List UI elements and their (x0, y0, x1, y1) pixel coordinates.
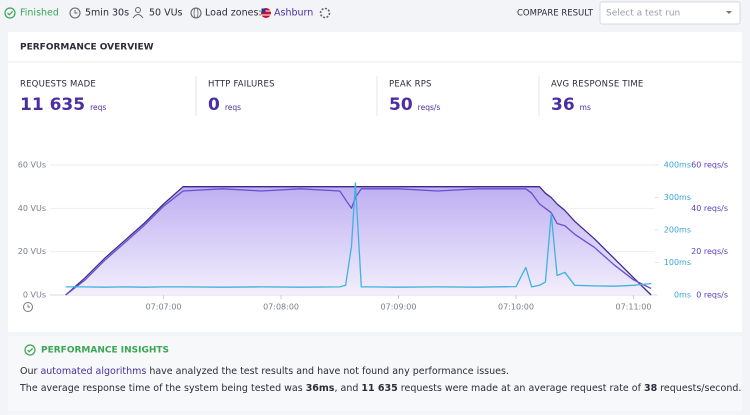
status-icon (4, 7, 16, 19)
insights-line: The average response time of the system … (19, 383, 741, 394)
metric-label: REQUESTS MADE (20, 80, 96, 90)
insights-check (27, 347, 34, 353)
text: 38 (644, 383, 658, 394)
globe-meridian (193, 7, 199, 19)
vus-icon (135, 7, 141, 13)
text: The average response time of the system … (19, 383, 306, 394)
insights-icon (24, 344, 36, 356)
y2-tick-label: 0ms (674, 291, 691, 300)
text: 11 635 (361, 383, 397, 394)
y-tick-label: 20 VUs (18, 247, 46, 256)
compare-label: COMPARE RESULT (517, 9, 594, 19)
metrics: REQUESTS MADE 11 635 reqs HTTP FAILURES 0 req… (20, 76, 644, 116)
y2-tick-label: 400ms (664, 161, 691, 170)
series-line (65, 186, 652, 296)
metric-label: HTTP FAILURES (208, 80, 275, 90)
y3-tick-label: 20 reqs/s (691, 247, 728, 256)
metric-value: 36 (551, 95, 575, 115)
text: have analyzed the test results and have … (146, 366, 509, 377)
status: Finished (20, 8, 59, 19)
clock-icon (69, 7, 81, 19)
insights-card (8, 336, 742, 411)
overview-title: PERFORMANCE OVERVIEW (20, 43, 154, 53)
metric-value: 50 (389, 95, 413, 115)
text: 36ms (306, 383, 335, 394)
text: Our (20, 366, 40, 377)
metric-value: 11 635 (20, 95, 85, 115)
insights-title: PERFORMANCE INSIGHTS (41, 346, 169, 356)
metric-unit: reqs (225, 103, 241, 112)
vus-icon-body (132, 14, 144, 19)
clock-hands (74, 10, 78, 14)
y3-tick-label: 60 reqs/s (691, 161, 728, 170)
series-line (65, 182, 652, 288)
x-tick-label: 07:09:00 (381, 303, 417, 312)
link[interactable]: automated algorithms (40, 366, 146, 377)
y-tick-label: 0 VUs (23, 291, 46, 300)
insights-line: Our automated algorithms have analyzed t… (20, 366, 509, 377)
top-bar: Finished 5min 30s 50 VUs Load zones: Ash… (4, 1, 741, 25)
y2-tick-label: 200ms (664, 226, 691, 235)
metric-value: 0 (208, 95, 220, 115)
compare-placeholder: Select a test run (606, 9, 680, 19)
time-icon-hands (27, 304, 30, 308)
compare-select[interactable] (599, 1, 741, 25)
x-tick-label: 07:08:00 (263, 303, 299, 312)
load-zone[interactable]: Ashburn (274, 8, 313, 19)
series-line (65, 188, 652, 296)
x-tick-label: 07:11:00 (615, 303, 651, 312)
y3-tick-label: 40 reqs/s (691, 204, 728, 213)
metric-unit: ms (580, 103, 591, 112)
settings-icon[interactable] (319, 7, 331, 19)
flag-canton (261, 8, 266, 13)
text: requests/second. (657, 383, 741, 394)
metric-label: PEAK RPS (389, 80, 432, 90)
vus: 50 VUs (149, 8, 183, 19)
text: requests were made at an average request… (398, 383, 644, 394)
y3-tick-label: 0 reqs/s (696, 291, 728, 300)
load-zones-label: Load zones: (205, 8, 262, 19)
time-icon (23, 302, 33, 312)
select-arrow (726, 11, 732, 14)
status-check (7, 10, 14, 16)
metric-unit: reqs (90, 103, 106, 112)
x-tick-label: 07:07:00 (146, 303, 182, 312)
x-tick-label: 07:10:00 (498, 303, 534, 312)
duration: 5min 30s (85, 8, 129, 19)
chart: 0 VUs 20 VUs 40 VUs 60 VUs 0ms 100ms 200ms 300m… (18, 161, 728, 312)
metric-label: AVG RESPONSE TIME (551, 80, 644, 90)
y-tick-label: 60 VUs (18, 161, 46, 170)
metric-unit: reqs/s (418, 103, 441, 112)
y2-tick-label: 300ms (664, 193, 691, 202)
y-tick-label: 40 VUs (18, 204, 46, 213)
text: , and (334, 383, 361, 394)
y2-tick-label: 100ms (664, 258, 691, 267)
